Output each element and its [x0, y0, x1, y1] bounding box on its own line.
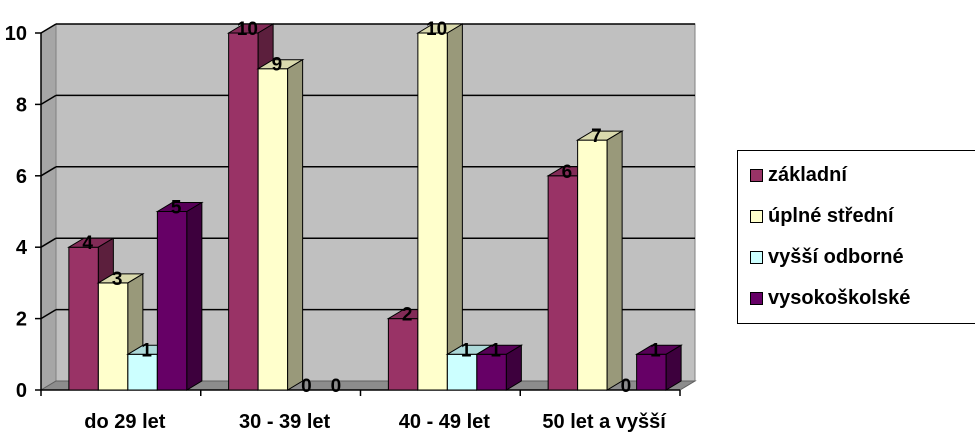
legend-swatch [750, 209, 763, 223]
y-tick-label: 4 [16, 237, 28, 259]
gridline-side [40, 94, 57, 106]
gridline-side [40, 237, 57, 248]
legend-item: vysokoškolské [750, 286, 910, 310]
gridline-side [40, 308, 57, 320]
data-label: 3 [112, 269, 123, 290]
bar [256, 58, 305, 391]
legend-label: základní [768, 163, 847, 186]
y-tick-label: 8 [16, 94, 27, 116]
data-label: 1 [461, 340, 472, 361]
y-tick-label: 0 [16, 380, 27, 402]
legend-swatch [750, 168, 763, 182]
data-label: 6 [562, 162, 573, 183]
data-label: 1 [141, 340, 152, 361]
data-label: 9 [272, 55, 283, 76]
data-label: 7 [591, 126, 602, 147]
x-category-label: 50 let a vyšší [542, 411, 667, 433]
data-label: 0 [301, 376, 312, 397]
legend: základní úplné střední vyšší odborné vys… [737, 150, 975, 324]
data-label: 4 [82, 233, 93, 254]
data-label: 0 [331, 376, 342, 397]
y-tick-label: 2 [16, 309, 27, 331]
bar [475, 344, 524, 391]
y-axis-tick-labels: 0 2 4 6 8 10 [5, 23, 28, 402]
legend-item: vyšší odborné [750, 245, 904, 269]
data-label: 2 [402, 305, 413, 326]
legend-label: vysokoškolské [768, 286, 911, 309]
legend-label: úplné střední [768, 204, 894, 227]
x-category-label: do 29 let [84, 411, 165, 433]
bar [416, 23, 465, 391]
legend-item: základní [750, 163, 847, 187]
gridline-side [40, 166, 57, 177]
legend-label: vyšší odborné [768, 245, 904, 268]
data-label: 10 [426, 19, 447, 40]
y-tick-label: 6 [16, 166, 27, 188]
data-label: 5 [171, 198, 182, 219]
bar [575, 130, 624, 391]
x-category-label: 40 - 49 let [399, 411, 491, 433]
side-wall [40, 23, 57, 391]
bar [634, 344, 683, 391]
data-label: 1 [650, 340, 661, 361]
data-label: 10 [237, 19, 258, 40]
x-axis-category-labels: do 29 let 30 - 39 let 40 - 49 let 50 let a … [84, 411, 667, 433]
data-label: 0 [621, 376, 632, 397]
gridline-side [40, 23, 57, 34]
bar [155, 201, 204, 391]
y-tick-label: 10 [5, 23, 27, 45]
legend-item: úplné střední [750, 204, 894, 228]
x-category-label: 30 - 39 let [239, 411, 331, 433]
legend-swatch [750, 291, 763, 305]
legend-swatch [750, 250, 763, 264]
bars [67, 23, 683, 391]
data-label: 1 [490, 340, 501, 361]
